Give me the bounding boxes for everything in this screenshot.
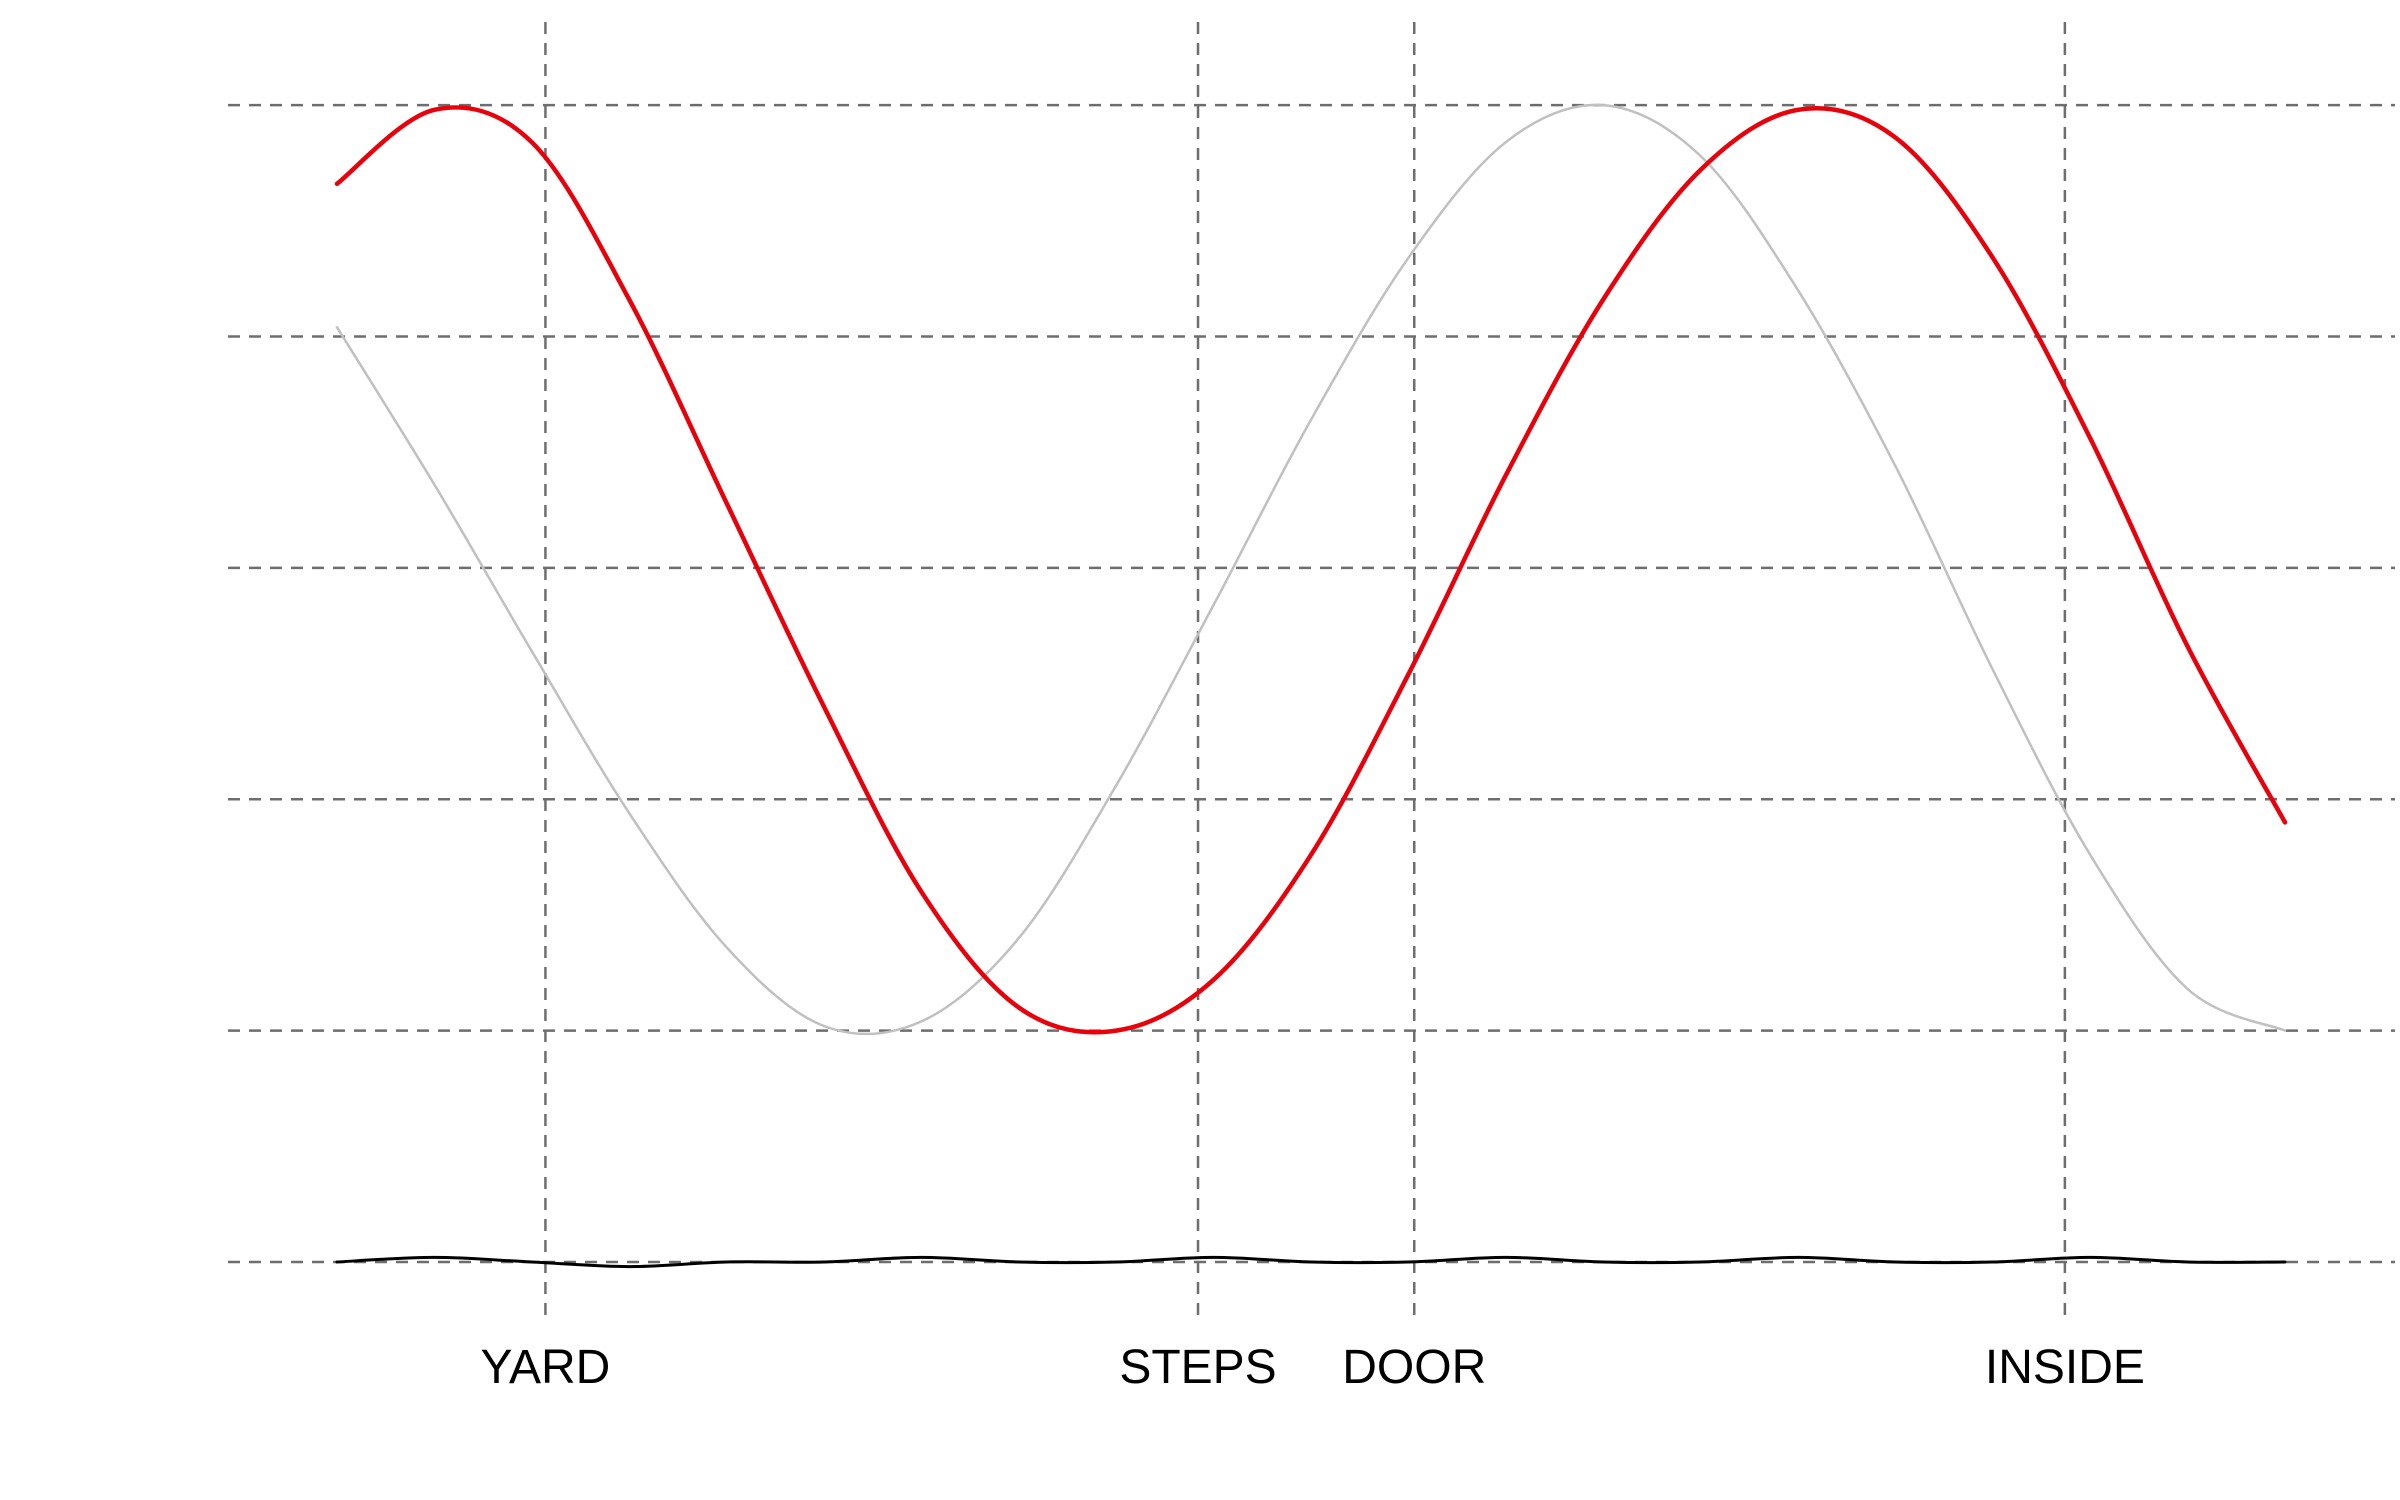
series-layer: [334, 103, 2288, 1269]
series-line-gray: [335, 103, 2287, 1036]
x-tick-labels: YARD STEPS DOOR INSIDE: [481, 1341, 2145, 1394]
vertical-gridlines: [544, 22, 2067, 1322]
horizontal-gridlines: [228, 103, 2395, 1264]
x-tick-label-door: DOOR: [1342, 1341, 1486, 1394]
series-line-black: [335, 1255, 2287, 1269]
x-tick-label-yard: YARD: [481, 1341, 611, 1394]
x-tick-label-inside: INSIDE: [1985, 1341, 2145, 1394]
x-tick-label-steps: STEPS: [1119, 1341, 1276, 1394]
series-line-red: [334, 105, 2288, 1035]
